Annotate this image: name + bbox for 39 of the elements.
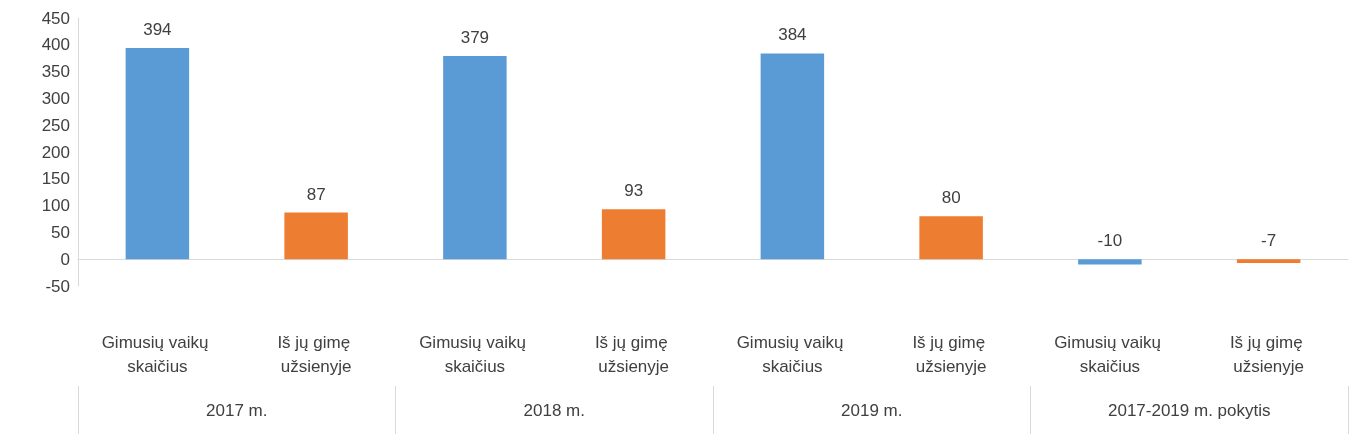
y-tick-label: 350 (41, 62, 70, 82)
y-tick-label: 150 (41, 169, 70, 189)
y-tick-label: 450 (41, 8, 70, 28)
text: 2018 m. (523, 401, 585, 420)
text: 2017-2019 m. pokytis (1107, 401, 1271, 420)
x-tick-label: Iš jų gimę užsienyje (1229, 332, 1308, 376)
data-label: -10 (1097, 231, 1123, 251)
bar (1078, 259, 1142, 265)
y-tick-label: 50 (51, 222, 70, 242)
y-tick-label: 100 (41, 196, 70, 216)
text: 2019 m. (841, 401, 903, 420)
bar (284, 212, 348, 260)
y-tick-label: -50 (45, 276, 70, 296)
y-tick-label: 0 (60, 249, 70, 269)
bar (1236, 259, 1301, 263)
x-tick-label: Gimusių vaikų skaičius (419, 332, 531, 376)
bar (760, 53, 825, 260)
y-tick-label: 200 (41, 142, 70, 162)
data-label: 384 (778, 25, 807, 45)
data-label: 394 (143, 20, 172, 40)
data-label: 379 (460, 28, 490, 48)
data-label: 87 (306, 184, 326, 204)
x-tick-label: Gimusių vaikų skaičius (736, 332, 849, 376)
x-tick-label: Iš jų gimę užsienyje (912, 332, 990, 376)
text: 2017 m. (206, 401, 268, 420)
bar (443, 56, 507, 260)
y-tick-label: 300 (41, 88, 70, 108)
y-tick-label: 250 (41, 115, 70, 135)
data-label: -7 (1261, 231, 1277, 251)
x-tick-label: Iš jų gimę užsienyje (594, 332, 673, 376)
bar (601, 209, 666, 260)
x-tick-label: Gimusių vaikų skaičius (101, 332, 214, 376)
x-tick-label: Gimusių vaikų skaičius (1054, 332, 1166, 376)
x-tick-label: Iš jų gimę užsienyje (277, 332, 355, 376)
y-tick-label: 400 (41, 35, 70, 55)
data-label: 93 (624, 181, 644, 201)
data-label: 80 (941, 188, 961, 208)
bar (919, 216, 983, 260)
bar (125, 48, 190, 260)
